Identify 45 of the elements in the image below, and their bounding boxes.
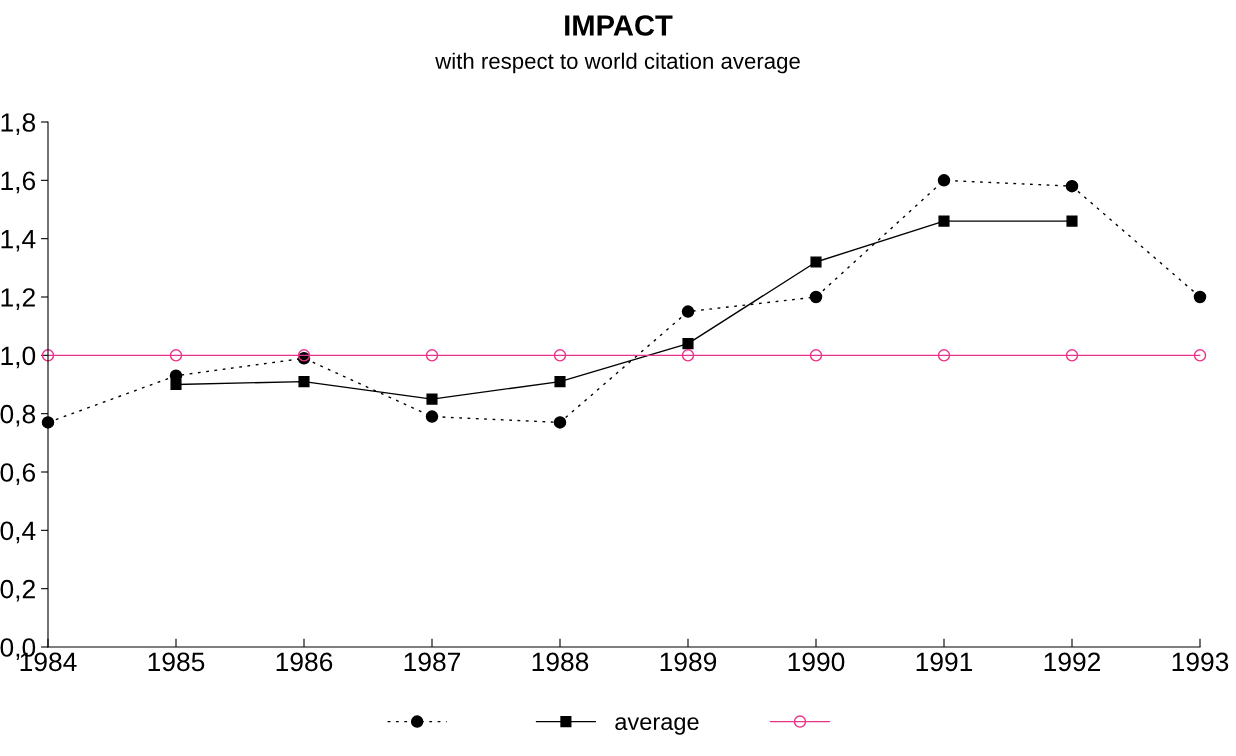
x-tick-label: 1986: [276, 652, 333, 672]
y-tick-label: 0,4: [0, 521, 36, 544]
point: [553, 416, 567, 429]
y-tick-label: 0,8: [0, 404, 36, 427]
y-tick-label: 0,6: [0, 463, 36, 485]
point: [1066, 215, 1078, 227]
x-tick-label: 1992: [1044, 652, 1101, 672]
point: [937, 174, 951, 187]
point: [298, 376, 310, 388]
point: [553, 349, 567, 362]
point: [169, 349, 183, 362]
chart-title: IMPACT: [565, 15, 673, 36]
y-tick-label: 1,8: [1, 113, 36, 135]
y-tick-label: 1,2: [1, 288, 35, 310]
point: [682, 338, 694, 350]
x-tick-label: 1990: [788, 652, 845, 672]
point: [554, 376, 566, 388]
legend-label: average: [615, 717, 699, 735]
x-tick-label: 1989: [660, 652, 717, 672]
point: [809, 349, 823, 362]
point: [425, 349, 439, 362]
y-tick-label: 1,4: [1, 230, 36, 252]
point: [1065, 179, 1079, 193]
point: [937, 349, 951, 362]
point: [681, 305, 695, 318]
chart-subtitle: with respect to world citation average: [435, 52, 800, 74]
y-tick-label: 0,2: [0, 579, 35, 602]
x-tick-label: 1988: [532, 652, 589, 672]
y-tick-label: 1,6: [1, 171, 36, 194]
x-tick-label: 1985: [148, 652, 205, 672]
point: [1193, 349, 1207, 362]
y-tick-label: 1,0: [1, 346, 36, 369]
point: [170, 378, 182, 391]
point: [809, 290, 823, 304]
point: [41, 349, 55, 362]
x-tick-label: 1991: [916, 652, 973, 672]
point: [1065, 349, 1079, 362]
point: [810, 256, 822, 268]
x-tick-label: 1993: [1172, 652, 1229, 672]
point: [681, 349, 695, 362]
point: [426, 393, 438, 405]
point: [425, 410, 439, 423]
point: [1193, 290, 1207, 304]
point: [938, 215, 950, 227]
x-tick-label: 1987: [404, 652, 461, 672]
